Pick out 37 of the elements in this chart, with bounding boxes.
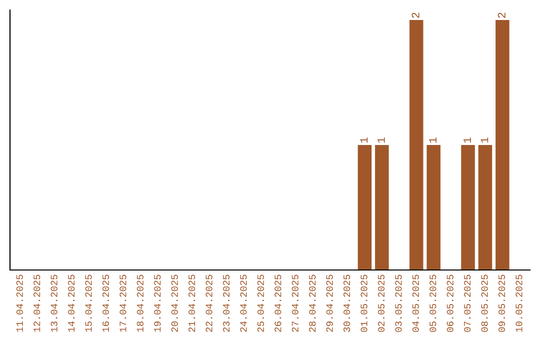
x-tick-label: 01.05.2025 <box>360 274 368 332</box>
data-label: 1 <box>480 137 488 143</box>
x-tick-label: 15.04.2025 <box>85 274 92 332</box>
x-tick-label: 21.04.2025 <box>188 274 196 332</box>
x-tick-label: 18.04.2025 <box>136 274 144 332</box>
data-label: 2 <box>498 12 506 18</box>
x-tick-label: 30.04.2025 <box>343 274 350 332</box>
data-label: 1 <box>429 137 436 143</box>
x-tick-label: 20.04.2025 <box>171 274 178 332</box>
x-tick-label: 16.04.2025 <box>102 274 110 332</box>
x-tick-label: 24.04.2025 <box>240 274 247 332</box>
data-label: 1 <box>464 137 471 143</box>
data-label: 1 <box>377 137 385 143</box>
x-tick-label: 05.05.2025 <box>430 274 436 332</box>
x-tick-label: 12.04.2025 <box>34 274 40 332</box>
x-tick-label: 02.05.2025 <box>378 274 385 332</box>
x-tick-label: 06.05.2025 <box>446 274 454 332</box>
x-tick-label: 14.04.2025 <box>68 274 75 332</box>
x-tick-label: 17.04.2025 <box>120 274 126 332</box>
x-tick-label: 19.04.2025 <box>154 274 161 332</box>
x-tick-label: 07.05.2025 <box>464 274 471 332</box>
x-tick-label: 28.04.2025 <box>309 274 316 332</box>
x-tick-label: 23.04.2025 <box>222 274 230 332</box>
x-tick-label: 11.04.2025 <box>16 274 23 332</box>
x-tick-label: 29.04.2025 <box>326 274 333 332</box>
x-tick-label: 26.04.2025 <box>274 274 282 332</box>
x-tick-label: 13.04.2025 <box>50 274 58 332</box>
x-tick-label: 09.05.2025 <box>498 274 506 332</box>
x-tick-label: 27.04.2025 <box>292 274 298 332</box>
x-tick-label: 10.05.2025 <box>516 274 522 332</box>
x-tick-label: 22.04.2025 <box>206 274 212 332</box>
x-tick-label: 03.05.2025 <box>395 274 402 332</box>
x-tick-label: 04.05.2025 <box>412 274 419 332</box>
x-tick-label: 25.04.2025 <box>257 274 264 332</box>
x-tick-label: 08.05.2025 <box>481 274 488 332</box>
data-label: 1 <box>360 137 368 143</box>
data-label: 2 <box>412 12 420 18</box>
